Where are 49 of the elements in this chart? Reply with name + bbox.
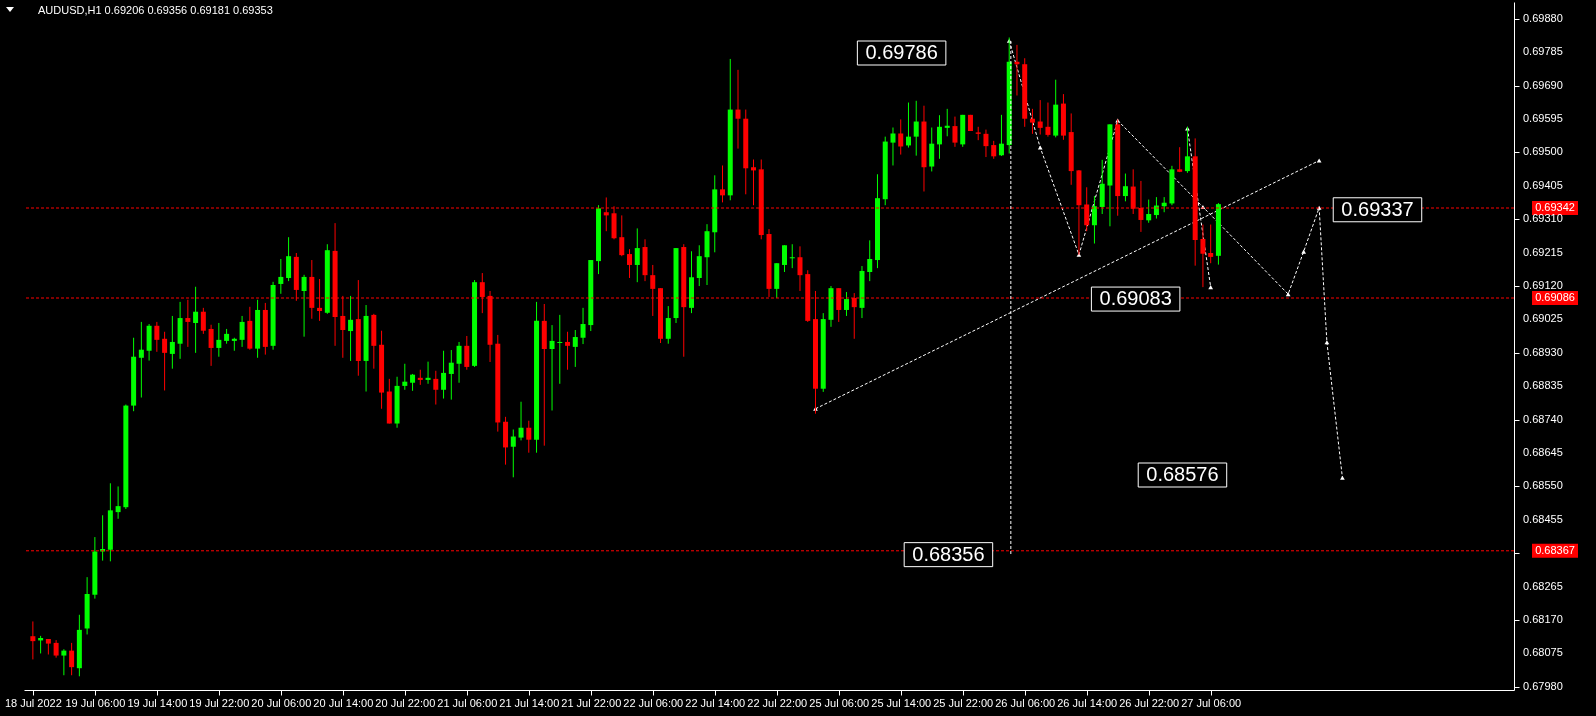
y-tick-label: 0.69595: [1523, 112, 1563, 125]
y-tick-label: 0.68170: [1523, 613, 1563, 626]
x-tick-label: 19 Jul 06:00: [65, 696, 126, 709]
ref-line-label: 0.69342: [1535, 201, 1575, 214]
y-tick-label: 0.68930: [1523, 345, 1563, 358]
annotation: 0.68576: [1146, 463, 1219, 485]
x-tick-label: 21 Jul 06:00: [437, 696, 498, 709]
y-tick-label: 0.69500: [1523, 145, 1563, 158]
y-tick-label: 0.69405: [1523, 178, 1563, 191]
y-tick-label: 0.68835: [1523, 379, 1563, 392]
ref-line-label: 0.69086: [1535, 291, 1575, 304]
x-tick-label: 22 Jul 22:00: [747, 696, 808, 709]
chart-title: AUDUSD,H1 0.69206 0.69356 0.69181 0.69353: [38, 4, 273, 16]
y-tick-label: 0.68550: [1523, 479, 1563, 492]
x-tick-label: 21 Jul 22:00: [561, 696, 622, 709]
annotation: 0.68356: [912, 542, 985, 565]
y-tick-label: 0.69215: [1523, 245, 1563, 258]
annotation: 0.69337: [1341, 197, 1414, 220]
annotation: 0.69786: [865, 41, 938, 63]
y-tick-label: 0.69880: [1523, 11, 1563, 24]
x-tick-label: 27 Jul 06:00: [1181, 696, 1242, 709]
y-tick-label: 0.68455: [1523, 512, 1563, 525]
ref-line-label: 0.68367: [1535, 543, 1575, 556]
x-tick-label: 25 Jul 06:00: [809, 696, 870, 709]
y-tick-label: 0.69690: [1523, 78, 1563, 91]
y-tick-label: 0.68265: [1523, 579, 1563, 592]
x-tick-label: 26 Jul 06:00: [995, 696, 1056, 709]
x-tick-label: 22 Jul 14:00: [685, 696, 746, 709]
x-tick-label: 22 Jul 06:00: [623, 696, 684, 709]
x-tick-label: 21 Jul 14:00: [499, 696, 560, 709]
y-tick-label: 0.68645: [1523, 446, 1563, 459]
y-tick-label: 0.68740: [1523, 412, 1563, 425]
x-tick-label: 19 Jul 14:00: [127, 696, 188, 709]
x-tick-label: 20 Jul 22:00: [375, 696, 436, 709]
x-tick-label: 25 Jul 22:00: [933, 696, 994, 709]
y-tick-label: 0.67980: [1523, 679, 1563, 692]
y-tick-label: 0.69785: [1523, 45, 1563, 58]
x-tick-label: 18 Jul 2022: [4, 696, 62, 709]
x-tick-label: 26 Jul 22:00: [1119, 696, 1180, 709]
annotation: 0.69083: [1099, 287, 1172, 310]
x-tick-label: 20 Jul 14:00: [313, 696, 374, 709]
y-tick-label: 0.68075: [1523, 646, 1563, 659]
x-tick-label: 20 Jul 06:00: [251, 696, 312, 709]
x-tick-label: 19 Jul 22:00: [189, 696, 250, 709]
y-tick-label: 0.69120: [1523, 279, 1563, 292]
y-tick-label: 0.69310: [1523, 212, 1563, 225]
x-tick-label: 25 Jul 14:00: [871, 696, 932, 709]
y-tick-label: 0.69025: [1523, 312, 1563, 325]
x-tick-label: 26 Jul 14:00: [1057, 696, 1118, 709]
